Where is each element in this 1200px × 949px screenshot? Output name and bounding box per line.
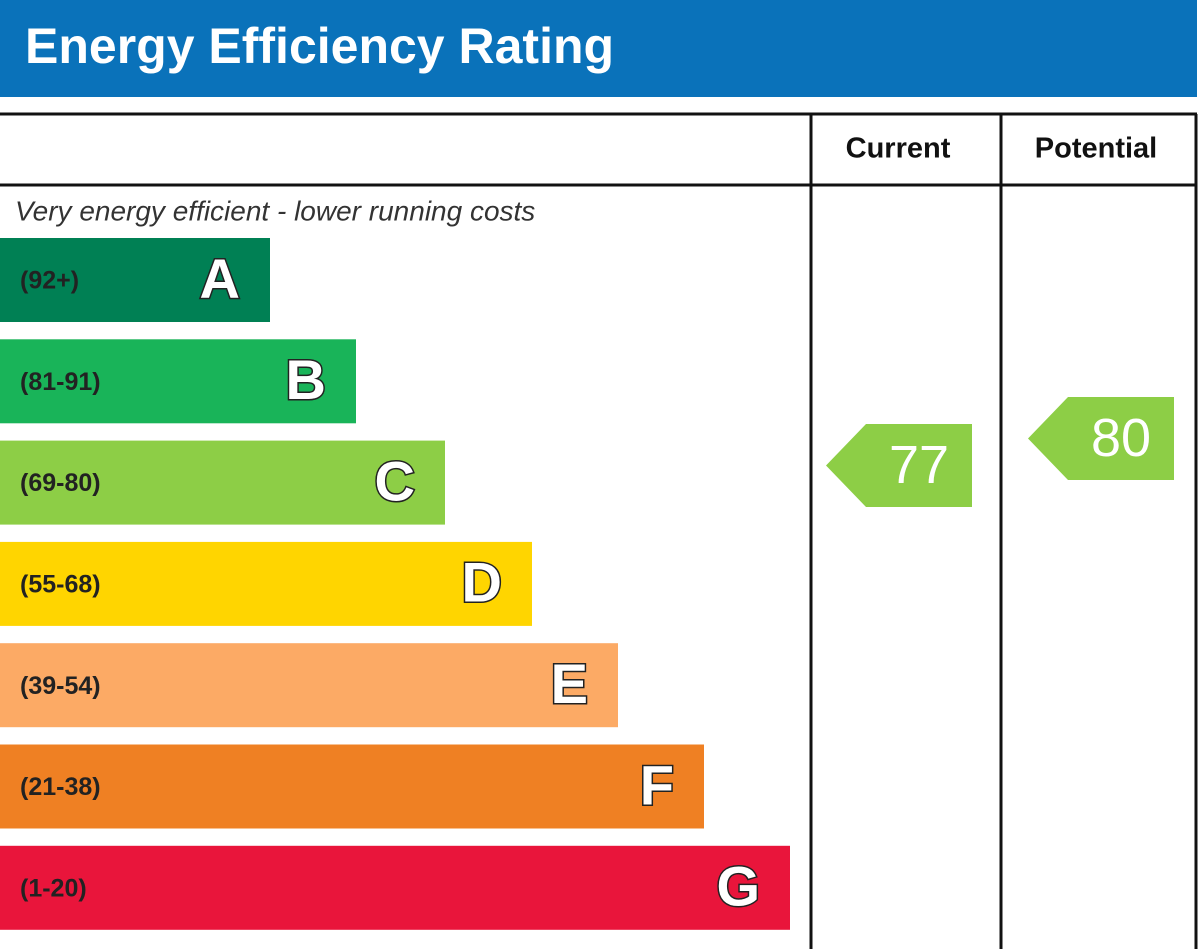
- band-range: (55-68): [20, 571, 101, 599]
- band-bar: [0, 845, 790, 930]
- band-letter: G: [716, 855, 760, 918]
- band-letter: D: [462, 551, 502, 614]
- band-bar: [0, 238, 270, 322]
- band-bar: [0, 440, 445, 525]
- band-bar: [0, 339, 356, 424]
- band-range: (92+): [20, 267, 79, 295]
- rating-value: 77: [889, 435, 949, 495]
- band-letter: A: [200, 247, 240, 310]
- band-bar: [0, 643, 618, 728]
- table-frame: [0, 112, 1198, 949]
- bands: (92+) A (81-91) B (69-80) C (55-68) D (39-54) E (2…: [0, 238, 790, 930]
- band-letter: B: [286, 348, 326, 411]
- top-note: Very energy efficient - lower running co…: [15, 195, 535, 226]
- title-bar: [0, 0, 1197, 97]
- band-bar: [0, 541, 532, 626]
- band-range: (69-80): [20, 469, 101, 497]
- band-range: (81-91): [20, 368, 101, 396]
- band-range: (39-54): [20, 672, 101, 700]
- column-header: Potential: [1035, 133, 1157, 165]
- ratings: 77 80: [826, 397, 1174, 507]
- rating-value: 80: [1091, 408, 1151, 468]
- band-letter: E: [551, 652, 588, 715]
- band-range: (1-20): [20, 874, 87, 902]
- title: Energy Efficiency Rating: [25, 18, 614, 74]
- band-range: (21-38): [20, 773, 101, 801]
- rating-arrow: [1028, 397, 1174, 480]
- band-letter: F: [640, 753, 674, 816]
- rating-arrow: [826, 424, 972, 507]
- band-bar: [0, 744, 704, 829]
- column-header: Current: [846, 133, 951, 165]
- band-letter: C: [375, 449, 415, 512]
